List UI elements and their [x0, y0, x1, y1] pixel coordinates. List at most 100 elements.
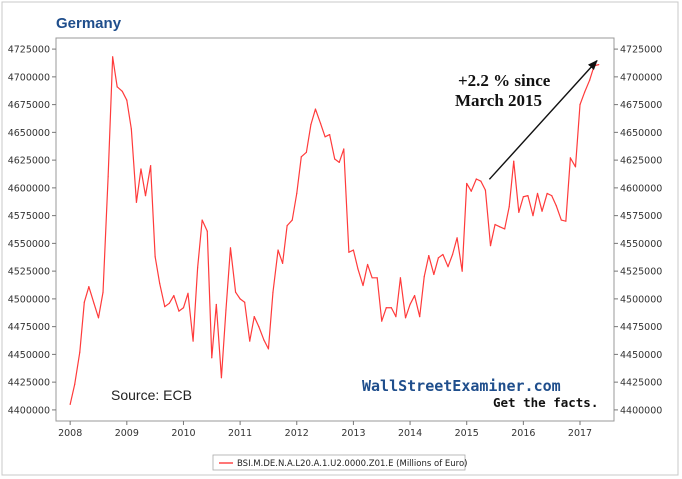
data-point: [475, 178, 477, 180]
data-point: [187, 292, 189, 294]
y-tick-label-left: 4650000: [8, 128, 50, 139]
data-point: [579, 104, 581, 106]
data-point: [272, 291, 274, 293]
data-point: [300, 156, 302, 158]
annotation-line-1: +2.2 % since: [458, 71, 551, 90]
y-tick-label-right: 4675000: [620, 100, 662, 111]
y-axis-left: 4400000 4425000 4450000 4475000 4500000 45250…: [8, 45, 56, 416]
data-point: [159, 282, 161, 284]
legend-box: [212, 454, 466, 471]
data-point: [536, 192, 539, 195]
data-point: [178, 310, 180, 312]
data-point: [404, 317, 407, 319]
data-point: [234, 291, 237, 293]
data-point: [437, 257, 439, 259]
data-point: [277, 249, 279, 251]
y-tick-label-left: 4725000: [8, 45, 50, 56]
y-tick-label-left: 4600000: [8, 183, 50, 194]
data-point: [357, 268, 359, 270]
y-tick-label-right: 4450000: [620, 350, 662, 361]
y-tick-label-right: 4650000: [620, 128, 662, 139]
data-point: [83, 301, 85, 303]
y-tick-label-right: 4400000: [620, 405, 662, 416]
y-tick-label-left: 4450000: [8, 350, 50, 361]
data-point: [442, 253, 444, 256]
data-point: [466, 182, 468, 185]
data-point: [451, 253, 454, 256]
data-point: [88, 286, 90, 288]
x-tick-label: 2017: [568, 428, 592, 439]
data-point: [130, 128, 132, 130]
data-point: [253, 316, 255, 318]
data-point: [112, 56, 114, 58]
data-point: [541, 210, 543, 212]
data-point: [286, 225, 288, 227]
data-point: [282, 262, 284, 264]
y-tick-label-left: 4425000: [8, 378, 50, 389]
y-tick-label-left: 4575000: [8, 211, 50, 222]
data-point: [263, 339, 265, 341]
x-tick-label: 2012: [285, 428, 309, 439]
data-point: [593, 65, 595, 67]
y-tick-label-right: 4550000: [620, 239, 662, 250]
plot-area: [55, 37, 615, 422]
data-point: [97, 317, 100, 319]
data-point: [102, 291, 104, 293]
data-point: [546, 192, 548, 195]
y-tick-label-right: 4600000: [620, 183, 662, 194]
data-point: [192, 340, 194, 342]
data-point: [532, 215, 534, 217]
data-point: [583, 91, 586, 93]
data-point: [140, 168, 142, 170]
data-point: [244, 301, 246, 303]
y-tick-label-left: 4475000: [8, 322, 50, 333]
x-tick-label: 2013: [341, 428, 365, 439]
data-point: [229, 247, 232, 249]
data-point: [135, 201, 138, 203]
data-point: [343, 148, 345, 150]
data-point: [197, 267, 199, 269]
data-point: [211, 357, 213, 359]
data-point: [513, 160, 515, 162]
data-point: [215, 303, 217, 306]
data-point: [447, 266, 449, 268]
data-point: [334, 158, 336, 160]
data-point: [498, 226, 501, 228]
data-point: [381, 320, 383, 322]
data-point: [433, 273, 435, 276]
data-point: [144, 195, 147, 197]
data-point: [390, 307, 392, 309]
data-point: [305, 151, 307, 153]
y-tick-label-left: 4525000: [8, 267, 50, 278]
data-point: [116, 86, 118, 88]
data-point: [385, 307, 387, 309]
data-point: [126, 99, 128, 101]
data-point: [201, 219, 203, 221]
data-point: [419, 316, 421, 318]
data-point: [362, 284, 364, 287]
y-tick-label-right: 4475000: [620, 322, 662, 333]
x-tick-label: 2008: [58, 428, 82, 439]
data-point: [371, 277, 373, 279]
y-tick-label-right: 4725000: [620, 45, 662, 56]
data-point: [399, 277, 402, 279]
data-point: [291, 219, 293, 221]
data-point: [182, 307, 185, 309]
data-point: [489, 245, 492, 247]
y-tick-label-right: 4425000: [620, 378, 662, 389]
annotation-arrow: [488, 59, 598, 180]
data-point: [225, 309, 227, 311]
data-point: [164, 306, 166, 308]
data-point: [154, 256, 156, 258]
data-point: [329, 133, 331, 136]
series-points: [69, 56, 600, 405]
data-point: [504, 228, 506, 230]
y-tick-label-left: 4500000: [8, 294, 50, 305]
data-point: [518, 211, 520, 213]
data-point: [480, 180, 482, 182]
data-point: [107, 176, 109, 178]
data-point: [206, 230, 208, 232]
data-point: [598, 64, 600, 66]
data-point: [409, 303, 411, 306]
y-tick-label-right: 4525000: [620, 267, 662, 278]
